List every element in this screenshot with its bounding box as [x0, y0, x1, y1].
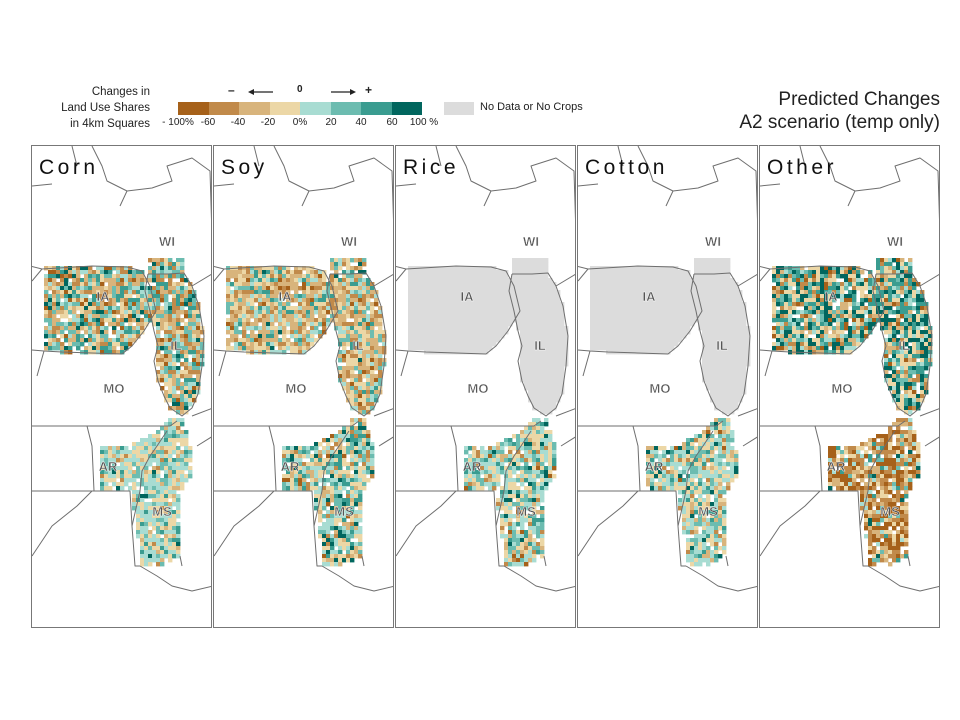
state-label-wi: WI	[341, 234, 357, 249]
state-borders	[32, 146, 211, 592]
state-label-mo: MO	[832, 381, 853, 396]
map-panel-cotton: WI IA IL MO AR MS Cotton	[577, 145, 758, 628]
legend-minus-symbol: –	[228, 83, 235, 97]
state-borders	[396, 146, 575, 592]
land-use-raster	[408, 258, 569, 567]
legend-title: Changes in Land Use Shares in 4km Square…	[30, 84, 150, 132]
state-label-ms: MS	[880, 504, 900, 519]
legend-tick: 40	[355, 117, 367, 128]
legend-title-line-3: in 4km Squares	[70, 118, 150, 130]
state-label-il: IL	[352, 338, 364, 353]
state-label-mo: MO	[468, 381, 489, 396]
map-panel-soy: WI IA IL MO AR MS Soy	[213, 145, 394, 628]
state-label-ar: AR	[645, 459, 664, 474]
legend-nodata-swatch	[444, 102, 474, 115]
state-label-wi: WI	[705, 234, 721, 249]
land-use-raster	[226, 258, 387, 567]
legend-plus-symbol: +	[365, 83, 373, 97]
main-title-line-1: Predicted Changes	[778, 89, 940, 110]
legend-title-line-2: Land Use Shares	[61, 102, 150, 114]
panel-title: Cotton	[585, 156, 668, 179]
state-label-ia: IA	[97, 289, 111, 304]
state-label-wi: WI	[887, 234, 903, 249]
legend-swatch	[330, 102, 361, 115]
state-label-il: IL	[898, 338, 910, 353]
state-label-il: IL	[170, 338, 182, 353]
main-title: Predicted Changes A2 scenario (temp only…	[739, 88, 940, 134]
state-label-ia: IA	[643, 289, 657, 304]
legend-tick: -60	[200, 117, 216, 128]
land-use-raster	[590, 258, 751, 567]
legend-title-line-1: Changes in	[91, 86, 150, 98]
left-arrow-icon	[248, 89, 273, 95]
legend-direction-indicator: – 0 +	[178, 83, 428, 100]
state-label-wi: WI	[523, 234, 539, 249]
state-label-ar: AR	[463, 459, 482, 474]
legend-swatch	[208, 102, 239, 115]
map-svg: WI IA IL MO AR MS	[396, 146, 575, 592]
state-label-ar: AR	[827, 459, 846, 474]
map-svg: WI IA IL MO AR MS	[760, 146, 939, 592]
legend-tick: -40	[230, 117, 246, 128]
state-label-wi: WI	[159, 234, 175, 249]
state-label-ms: MS	[152, 504, 172, 519]
legend-nodata-label: No Data or No Crops	[480, 101, 583, 113]
main-title-line-2: A2 scenario (temp only)	[739, 112, 940, 133]
legend-tick: 60	[386, 117, 398, 128]
legend-zero-label: 0	[297, 84, 303, 95]
panel-title: Corn	[39, 156, 99, 179]
state-label-mo: MO	[650, 381, 671, 396]
panel-title: Rice	[403, 156, 460, 179]
right-arrow-icon	[331, 89, 356, 95]
state-label-ia: IA	[279, 289, 293, 304]
legend-tick-labels: - 100% -60 -40 -20 0% 20 40 60 100 %	[150, 117, 450, 131]
map-svg: WI IA IL MO AR MS	[32, 146, 211, 592]
map-svg: WI IA IL MO AR MS	[578, 146, 757, 592]
state-label-ia: IA	[825, 289, 839, 304]
land-use-raster	[772, 258, 933, 567]
legend-swatch	[178, 102, 209, 115]
map-svg: WI IA IL MO AR MS	[214, 146, 393, 592]
map-panel-corn: WI IA IL MO AR MS Corn	[31, 145, 212, 628]
map-panel-other: WI IA IL MO AR MS Other	[759, 145, 940, 628]
state-borders	[214, 146, 393, 592]
state-label-mo: MO	[286, 381, 307, 396]
legend-tick: 0%	[292, 117, 308, 128]
legend-swatch	[239, 102, 270, 115]
state-borders	[578, 146, 757, 592]
legend-tick: -20	[260, 117, 276, 128]
state-label-ia: IA	[461, 289, 475, 304]
state-label-ar: AR	[99, 459, 118, 474]
legend-color-scale	[178, 102, 422, 115]
map-panels: WI IA IL MO AR MS Corn WI IA IL MO AR MS Soy WI IA IL MO A…	[31, 145, 940, 628]
state-borders	[760, 146, 939, 592]
legend-swatch	[269, 102, 300, 115]
state-label-il: IL	[534, 338, 546, 353]
legend-tick: 100 %	[409, 117, 439, 128]
panel-title: Soy	[221, 156, 268, 179]
map-panel-rice: WI IA IL MO AR MS Rice	[395, 145, 576, 628]
state-label-mo: MO	[104, 381, 125, 396]
legend-tick: 20	[325, 117, 337, 128]
state-label-ar: AR	[281, 459, 300, 474]
legend-swatch	[361, 102, 392, 115]
legend-tick: - 100%	[162, 117, 194, 128]
state-label-ms: MS	[698, 504, 718, 519]
panel-title: Other	[767, 156, 838, 179]
legend-swatch	[391, 102, 422, 115]
land-use-raster	[44, 258, 205, 567]
state-label-ms: MS	[516, 504, 536, 519]
state-label-ms: MS	[334, 504, 354, 519]
state-label-il: IL	[716, 338, 728, 353]
legend-swatch	[300, 102, 331, 115]
